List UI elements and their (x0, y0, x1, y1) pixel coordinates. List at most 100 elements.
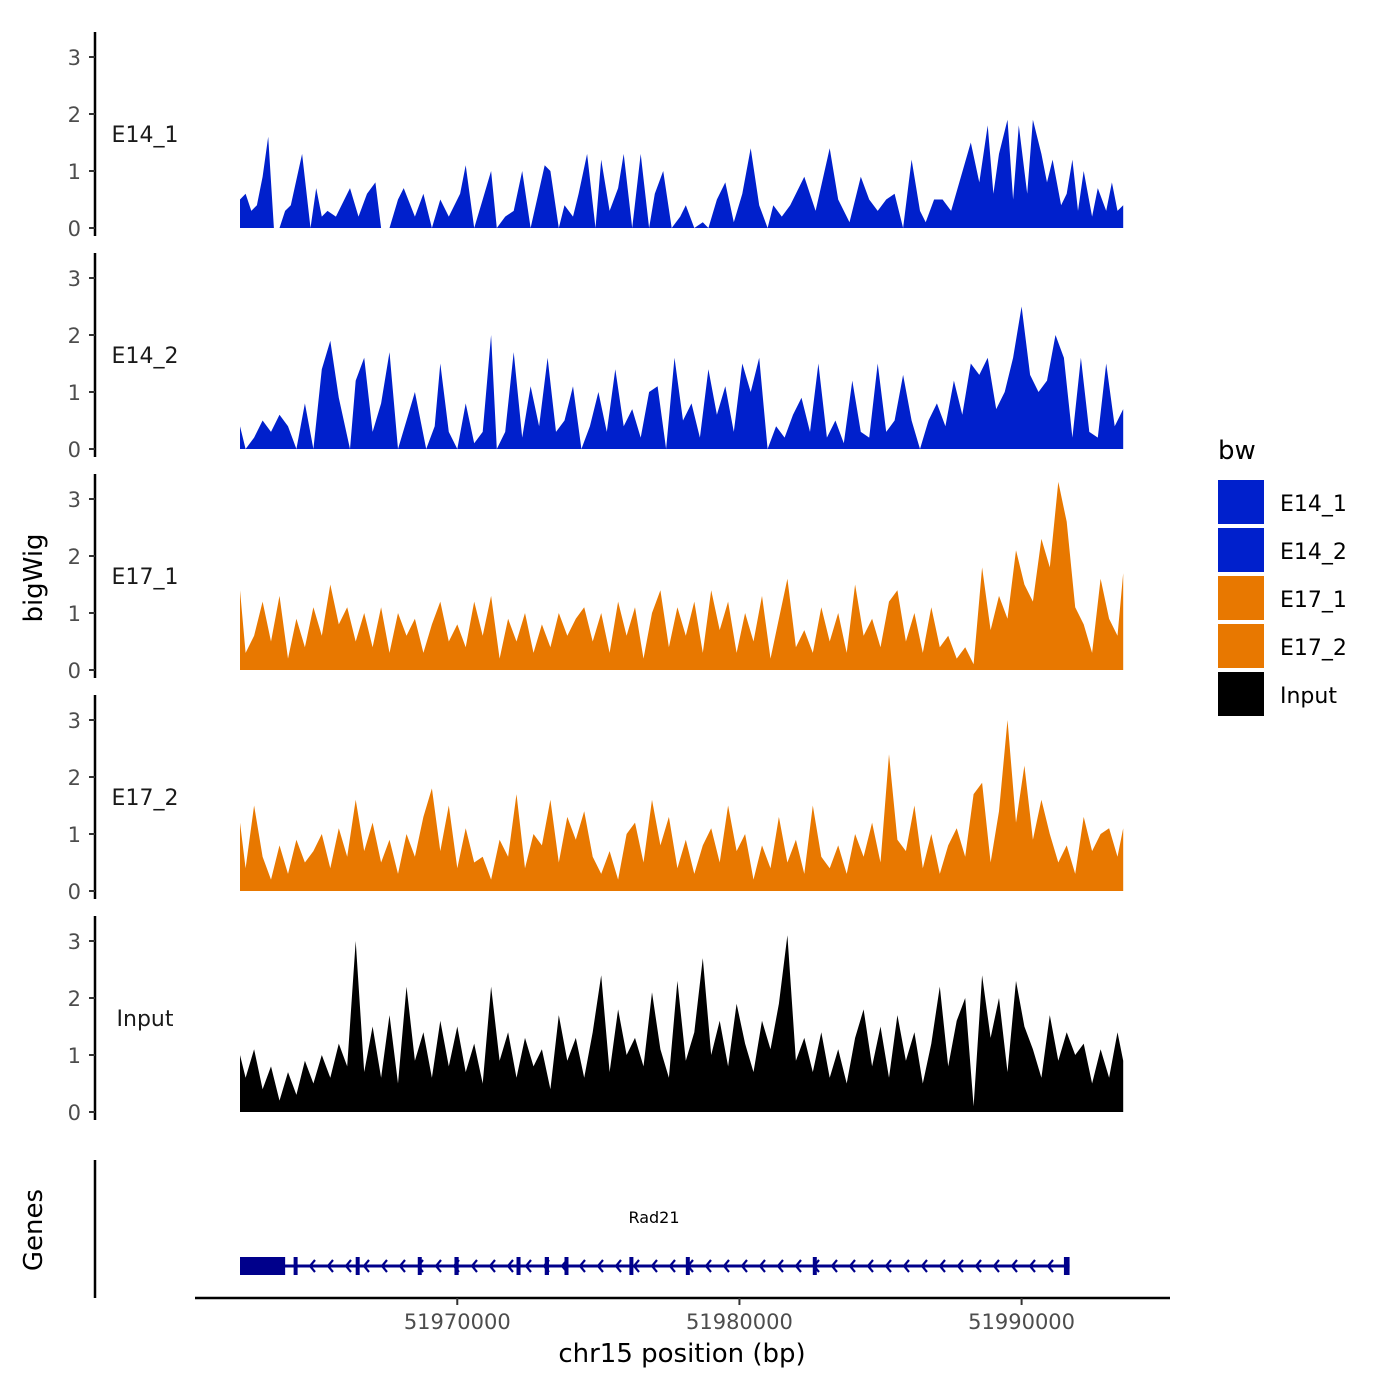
x-tick-label: 51970000 (404, 1310, 511, 1334)
y-tick-label: 0 (68, 217, 81, 241)
legend-label: E14_1 (1280, 492, 1347, 517)
strand-arrow (974, 1259, 982, 1273)
y-tick-label: 2 (68, 987, 81, 1011)
legend-swatch (1218, 528, 1264, 572)
strand-arrow (308, 1259, 316, 1273)
track-label: E17_1 (112, 565, 179, 590)
track-label: Input (117, 1007, 174, 1032)
gene-exon (355, 1257, 360, 1275)
gene-exon (544, 1257, 549, 1275)
strand-arrow (1046, 1259, 1054, 1273)
strand-arrow (830, 1259, 838, 1273)
strand-arrow (992, 1259, 1000, 1273)
y-tick-label: 3 (68, 488, 81, 512)
strand-arrow (956, 1259, 964, 1273)
y-tick-label: 2 (68, 103, 81, 127)
y-tick-label: 1 (68, 823, 81, 847)
strand-arrow (794, 1259, 802, 1273)
y-tick-label: 0 (68, 1101, 81, 1125)
strand-arrow (938, 1259, 946, 1273)
strand-arrow (650, 1259, 658, 1273)
legend: bw E14_1 E14_2 E17_1 E17_2 Input (1218, 436, 1347, 716)
legend-swatch (1218, 576, 1264, 620)
track-label: E14_1 (112, 123, 179, 148)
legend-label: Input (1280, 684, 1337, 709)
strand-arrow (776, 1259, 784, 1273)
strand-arrow (632, 1259, 640, 1273)
strand-arrow (704, 1259, 712, 1273)
y-tick-label: 1 (68, 1044, 81, 1068)
strand-arrow (758, 1259, 766, 1273)
gene-exon (293, 1257, 298, 1275)
strand-arrow (578, 1259, 586, 1273)
strand-arrow (488, 1259, 496, 1273)
strand-arrow (740, 1259, 748, 1273)
track-panels: 0 1 2 3 E14_1 0 1 2 3 E14_2 0 1 2 3 E17_1 0 1 2 3 E17_2 0 1 2 3… (68, 32, 1124, 1125)
strand-arrow (902, 1259, 910, 1273)
strand-arrow (614, 1259, 622, 1273)
legend-item-e14_2: E14_2 (1218, 528, 1347, 572)
y-tick-label: 3 (68, 709, 81, 733)
legend-label: E17_1 (1280, 588, 1347, 613)
y-tick-label: 3 (68, 267, 81, 291)
area-series-input (240, 935, 1124, 1112)
strand-arrow (884, 1259, 892, 1273)
y-tick-label: 2 (68, 766, 81, 790)
y-tick-label: 1 (68, 381, 81, 405)
track-label: E14_2 (112, 344, 179, 369)
area-series-e17_1 (240, 481, 1124, 670)
strand-arrow (380, 1259, 388, 1273)
track-e14_1: 0 1 2 3 E14_1 (68, 32, 1124, 241)
track-label: E17_2 (112, 786, 179, 811)
strand-arrow (344, 1259, 352, 1273)
strand-arrow (524, 1259, 532, 1273)
area-series-e14_1 (240, 119, 1124, 228)
gene-exon (812, 1257, 817, 1275)
strand-arrow (596, 1259, 604, 1273)
x-tick-label: 51980000 (686, 1310, 793, 1334)
strand-arrow (1010, 1259, 1018, 1273)
legend-label: E14_2 (1280, 540, 1347, 565)
gene-exon (454, 1257, 459, 1275)
area-series-e17_2 (240, 720, 1124, 891)
area-series-e14_2 (240, 306, 1124, 449)
y-tick-label: 0 (68, 438, 81, 462)
gene-exon (685, 1257, 690, 1275)
y-tick-label: 3 (68, 930, 81, 954)
gene-exon (564, 1257, 569, 1275)
strand-arrow (920, 1259, 928, 1273)
legend-swatch (1218, 624, 1264, 668)
genes-panel-title: Genes (19, 1189, 49, 1271)
legend-item-e17_2: E17_2 (1218, 624, 1347, 668)
y-tick-label: 2 (68, 324, 81, 348)
x-axis-title: chr15 position (bp) (558, 1339, 805, 1369)
gene-exon (417, 1257, 422, 1275)
legend-swatch (1218, 672, 1264, 716)
legend-title: bw (1218, 436, 1256, 466)
gene-panel: Rad21 (93, 1160, 1070, 1298)
strand-arrow (866, 1259, 874, 1273)
strand-arrow (722, 1259, 730, 1273)
gene-exon (516, 1257, 521, 1275)
track-input: 0 1 2 3 Input (68, 916, 1124, 1125)
legend-swatch (1218, 480, 1264, 524)
y-tick-label: 1 (68, 160, 81, 184)
track-e17_1: 0 1 2 3 E17_1 (68, 474, 1124, 683)
strand-arrow (1028, 1259, 1036, 1273)
strand-arrow (506, 1259, 514, 1273)
y-axis-title: bigWig (19, 533, 49, 622)
track-e14_2: 0 1 2 3 E14_2 (68, 253, 1124, 462)
strand-arrow (848, 1259, 856, 1273)
strand-arrow (434, 1259, 442, 1273)
strand-arrow (362, 1259, 370, 1273)
gene-exon (629, 1257, 634, 1275)
legend-item-e17_1: E17_1 (1218, 576, 1347, 620)
legend-item-e14_1: E14_1 (1218, 480, 1347, 524)
strand-arrow (326, 1259, 334, 1273)
y-tick-label: 0 (68, 880, 81, 904)
x-tick-label: 51990000 (968, 1310, 1075, 1334)
legend-item-input: Input (1218, 672, 1337, 716)
y-tick-label: 1 (68, 602, 81, 626)
y-tick-label: 3 (68, 46, 81, 70)
